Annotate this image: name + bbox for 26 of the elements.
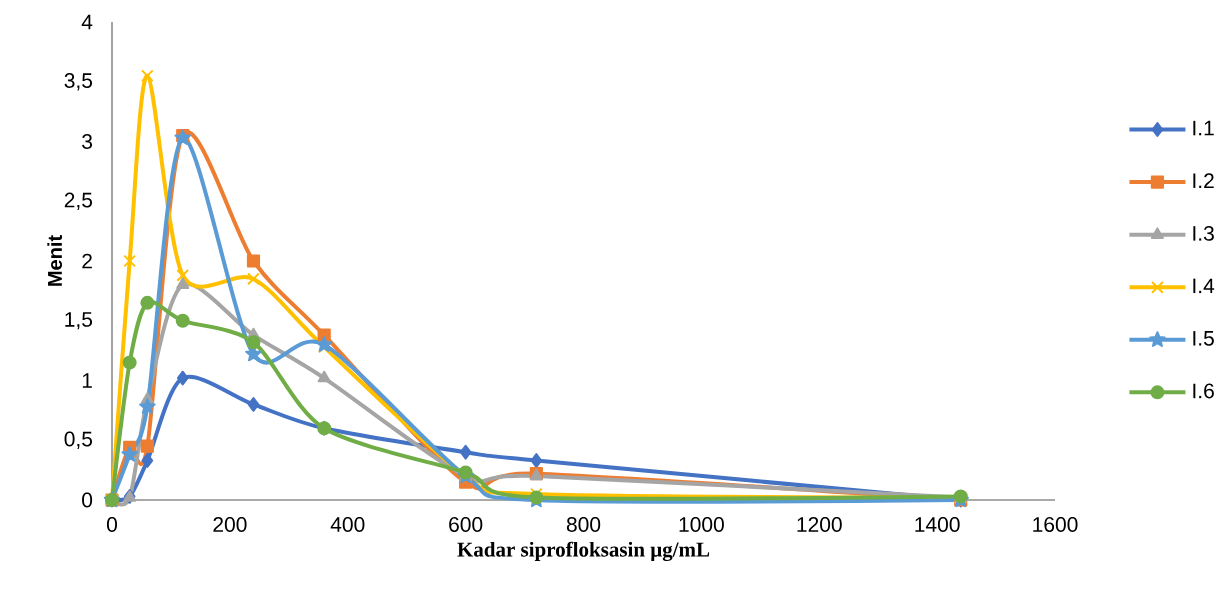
- x-tick-label: 800: [566, 517, 601, 532]
- x-tick-label: 0: [106, 517, 118, 532]
- x-tick-label: 600: [449, 517, 483, 532]
- y-tick-label: 0: [82, 492, 93, 508]
- x-axis-title: Kadar siprofloksasin μg/mL: [457, 541, 710, 562]
- legend-label: I.5: [1193, 331, 1214, 346]
- y-tick-label: 1,5: [65, 312, 93, 330]
- y-tick-label: 3,5: [64, 73, 93, 91]
- x-tick-label: 1000: [679, 517, 724, 532]
- x-tick-label: 200: [213, 517, 247, 532]
- x-tick-label: 1600: [1033, 517, 1078, 532]
- y-axis-title: Menit: [47, 235, 63, 286]
- y-tick-label: 0,5: [64, 431, 93, 449]
- x-tick-label: 1200: [797, 517, 842, 532]
- y-tick-label: 1: [82, 373, 92, 388]
- y-tick-label: 3: [82, 134, 93, 149]
- x-tick-label: 1400: [915, 517, 960, 532]
- legend-label: I.4: [1193, 278, 1215, 294]
- y-tick-label: 2,5: [64, 192, 93, 210]
- y-tick-label: 2: [82, 253, 92, 269]
- legend-label: I.1: [1193, 120, 1214, 136]
- legend-label: I.2: [1193, 173, 1214, 188]
- y-tick-label: 4: [81, 14, 93, 30]
- legend-label: I.3: [1193, 225, 1214, 241]
- legend-label: I.6: [1193, 383, 1214, 399]
- x-tick-label: 400: [330, 517, 365, 532]
